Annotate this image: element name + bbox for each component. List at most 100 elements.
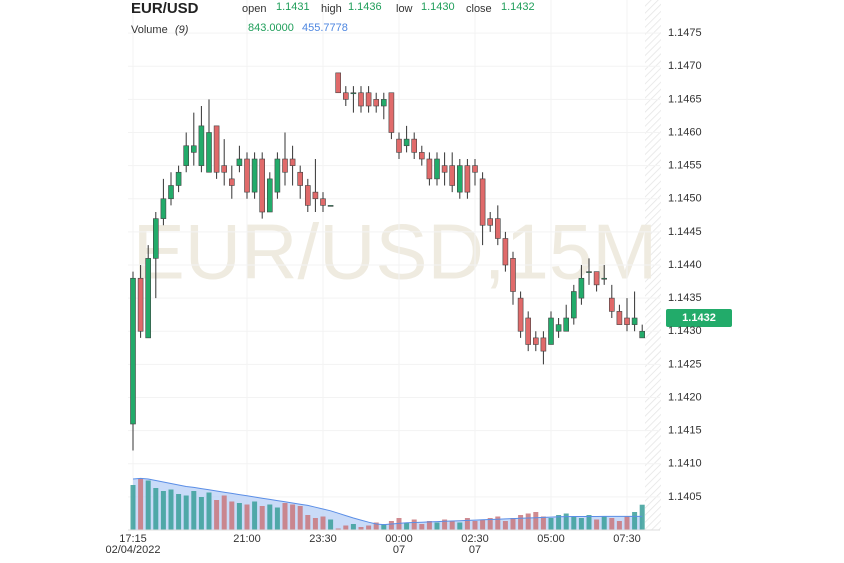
x-tick-label: 17:15 [119, 533, 147, 545]
x-date-label: 07 [469, 544, 481, 556]
candle-body [540, 337, 547, 352]
candle-body [229, 178, 235, 186]
candle-body [639, 330, 646, 339]
candle-body [183, 145, 189, 166]
y-tick-label: 1.1405 [668, 491, 702, 503]
candle-body [494, 218, 501, 239]
open-value: 1.1431 [276, 1, 310, 13]
candle-body [137, 277, 144, 332]
volume-bar [556, 515, 562, 530]
symbol-title: EUR/USD [131, 0, 199, 17]
volume-bar [168, 489, 174, 530]
volume-bar [373, 522, 379, 530]
volume-bar [252, 501, 258, 530]
volume-bar [419, 524, 425, 530]
volume-bar [639, 504, 645, 530]
x-tick-label: 23:30 [309, 533, 337, 545]
volume-bar [153, 488, 159, 530]
high-value: 1.1436 [348, 1, 382, 13]
volume-ma-line [132, 477, 643, 526]
volume-bar [206, 492, 212, 530]
x-tick-label: 02:30 [461, 533, 489, 545]
candle-body [396, 138, 402, 153]
candle-body [274, 158, 281, 193]
volume-bar [396, 518, 402, 530]
volume-bar [191, 491, 197, 530]
volume-label: Volume [131, 24, 168, 36]
x-tick-label: 05:00 [537, 533, 565, 545]
volume-bar [624, 516, 630, 530]
volume-bar [305, 515, 311, 530]
volume-bar [548, 518, 554, 530]
volume-bar [449, 521, 455, 530]
y-tick-label: 1.1470 [668, 60, 702, 72]
candle-body [327, 205, 334, 207]
candle-body [350, 92, 357, 95]
y-tick-label: 1.1410 [668, 458, 702, 470]
candle-body [608, 297, 615, 312]
candle-body [570, 291, 577, 319]
candle-body [236, 158, 243, 166]
candle-body [373, 99, 380, 107]
candle-body [168, 185, 174, 200]
volume-bar [609, 518, 615, 530]
y-tick-label: 1.1430 [668, 325, 702, 337]
volume-bar [282, 503, 288, 530]
volume-bar [358, 527, 364, 530]
candle-body [418, 152, 425, 160]
volume-bar [404, 522, 410, 530]
candle-body [297, 171, 304, 186]
volume-bar [563, 513, 569, 530]
volume-bar [130, 485, 136, 530]
volume-bar [343, 525, 349, 530]
candle-body [388, 92, 395, 133]
volume-bar [540, 516, 546, 530]
candle-body [191, 145, 197, 153]
candle-body [153, 218, 159, 259]
x-date-label: 02/04/2022 [105, 544, 160, 556]
candle-body [555, 324, 562, 332]
volume-bar [487, 518, 493, 530]
open-label: open [242, 3, 266, 15]
volume-bar [145, 480, 151, 530]
x-date-label: 07 [393, 544, 405, 556]
candle-body [358, 92, 364, 107]
volume-ma-value: 455.7778 [302, 22, 348, 34]
volume-bar [236, 503, 242, 530]
candle-body [320, 198, 326, 206]
candle-body [282, 158, 288, 173]
volume-bar [594, 519, 600, 530]
volume-bar [312, 518, 318, 530]
volume-bar [366, 525, 372, 530]
candle-body [289, 158, 296, 166]
close-value: 1.1432 [501, 1, 535, 13]
candle-body [145, 258, 151, 339]
candle-body [221, 165, 227, 173]
volume-bar [183, 495, 189, 530]
volume-bar [244, 504, 250, 530]
volume-bar [495, 516, 501, 530]
low-label: low [396, 3, 413, 15]
candle-body [175, 171, 182, 186]
candle-body [244, 158, 250, 193]
volume-bar [381, 524, 387, 530]
candle-body [456, 165, 463, 193]
y-tick-label: 1.1415 [668, 425, 702, 437]
candle-body [601, 277, 608, 280]
candle-body [464, 165, 471, 193]
volume-bar [259, 506, 265, 530]
candle-body [525, 317, 532, 345]
y-tick-label: 1.1450 [668, 193, 702, 205]
last-price-box [666, 309, 732, 327]
y-tick-label: 1.1435 [668, 292, 702, 304]
y-tick-label: 1.1475 [668, 27, 702, 39]
volume-bar [457, 522, 463, 530]
candle-body [586, 271, 592, 273]
candle-body [593, 271, 600, 286]
candle-body [403, 138, 410, 147]
volume-value: 843.0000 [248, 22, 294, 34]
volume-bar [350, 524, 356, 530]
y-tick-label: 1.1425 [668, 358, 702, 370]
candle-body [411, 138, 418, 153]
volume-bar [502, 521, 508, 530]
